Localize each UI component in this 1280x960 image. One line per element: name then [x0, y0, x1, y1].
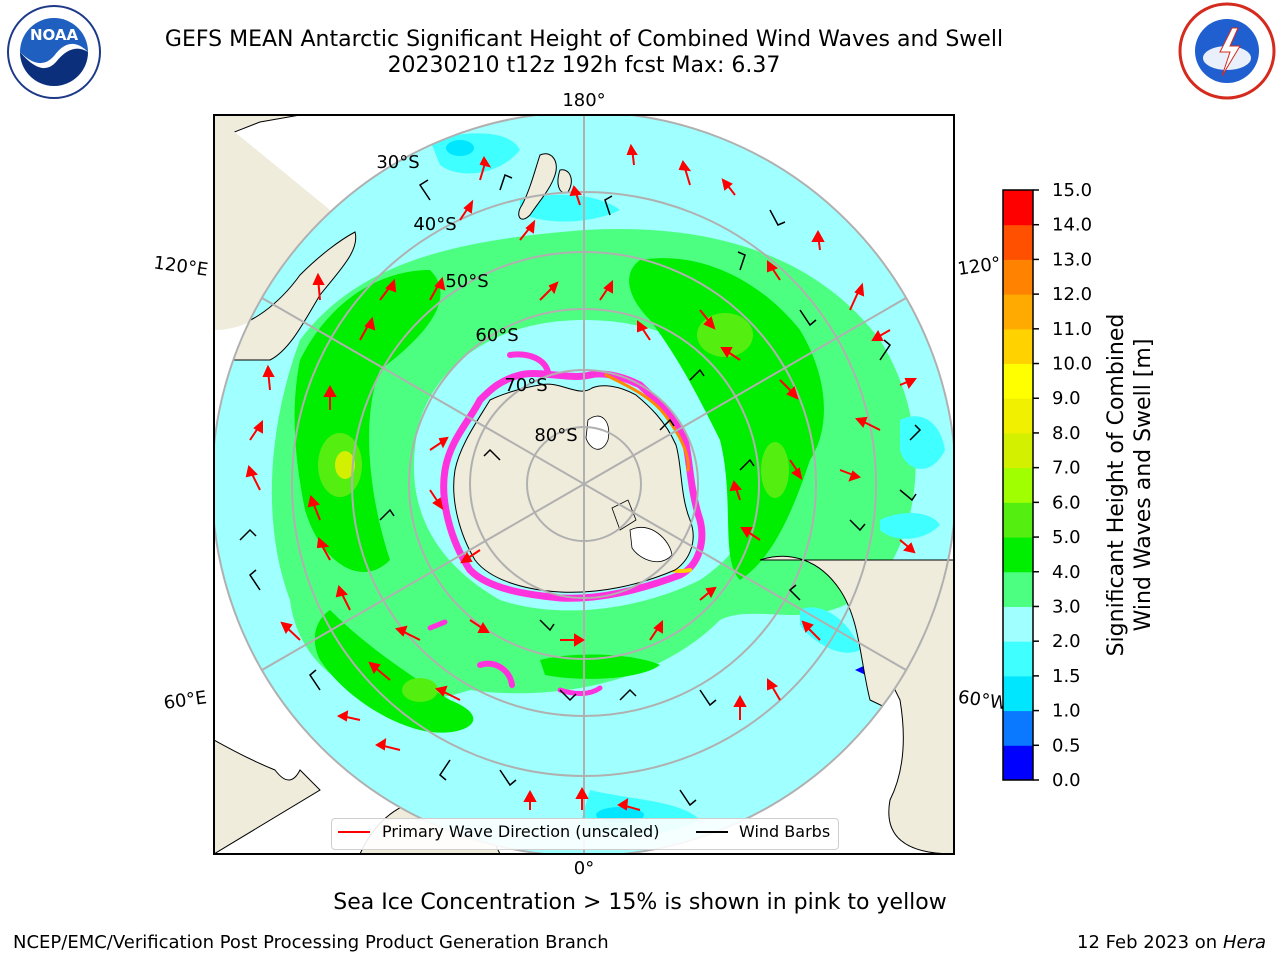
colorbar-segment: [1003, 710, 1033, 746]
lat-label-30s: 30°S: [376, 152, 419, 173]
noaa-logo: NOAA: [7, 5, 101, 99]
footer-branch: NCEP/EMC/Verification Post Processing Pr…: [13, 932, 609, 953]
colorbar-label-line1: Significant Height of Combined: [1104, 314, 1129, 657]
colorbar: 0.0 0.5 1.0 1.5 2.0 3.0 4.0 5.0 6.0 7.0 8.0 9.0 10.0…: [1002, 180, 1092, 791]
colorbar-segment: [1003, 190, 1033, 226]
colorbar-tick-label: 8.0: [1052, 423, 1081, 444]
colorbar-tick-label: 9.0: [1052, 388, 1081, 409]
colorbar-tick-label: 1.0: [1052, 701, 1081, 722]
legend: [331, 818, 839, 850]
lon-label-120e: 120°E: [152, 252, 209, 280]
map-frame: [213, 114, 955, 855]
legend-wind-label: Wind Barbs: [739, 822, 831, 841]
lon-label-180: 180°: [562, 90, 605, 111]
footer-machine: Hera: [1222, 932, 1266, 953]
colorbar-frame: [1002, 189, 1034, 781]
colorbar-tick-label: 6.0: [1052, 492, 1081, 513]
colorbar-segment: [1003, 259, 1033, 295]
wave-direction-arrows: [245, 143, 917, 811]
colorbar-tick-label: 4.0: [1052, 562, 1081, 583]
colorbar-segment: [1003, 571, 1033, 607]
colorbar-tick-label: 14.0: [1052, 215, 1092, 236]
lon-label-0: 0°: [574, 858, 594, 879]
lat-label-80s: 80°S: [534, 425, 577, 446]
colorbar-tick-label: 5.0: [1052, 527, 1081, 548]
footer-date: 12 Feb 2023 on Hera: [1077, 932, 1266, 953]
lat-label-70s: 70°S: [504, 375, 547, 396]
colorbar-segment: [1003, 675, 1033, 712]
lon-label-120w: 120°: [956, 253, 1002, 280]
colorbar-segment: [1003, 294, 1033, 330]
lat-label-50s: 50°S: [445, 271, 488, 292]
footer-date-text: 12 Feb 2023 on: [1077, 932, 1218, 953]
colorbar-segment: [1003, 502, 1033, 538]
lon-label-60w: 60°W: [957, 687, 1009, 715]
wind-barbs: [239, 173, 922, 807]
chart-subtitle: 20230210 t12z 192h fcst Max: 6.37: [387, 53, 781, 78]
colorbar-segment: [1003, 467, 1033, 503]
antarctica: [453, 383, 694, 593]
colorbar-tick-label: 10.0: [1052, 354, 1092, 375]
graticule: [214, 115, 954, 854]
lat-label-60s: 60°S: [475, 325, 518, 346]
colorbar-segment: [1003, 398, 1033, 434]
colorbar-segment: [1003, 328, 1033, 365]
colorbar-tick-label: 2.0: [1052, 631, 1081, 652]
colorbar-tick-label: 0.0: [1052, 770, 1081, 791]
legend-wave-label: Primary Wave Direction (unscaled): [382, 822, 660, 841]
sea-ice-note: Sea Ice Concentration > 15% is shown in …: [333, 890, 947, 915]
colorbar-tick-label: 11.0: [1052, 319, 1092, 340]
legend-wind-swatch: [696, 831, 728, 833]
colorbar-segment: [1003, 641, 1033, 677]
lon-label-60e: 60°E: [162, 687, 208, 714]
legend-wave-swatch: [338, 831, 370, 833]
nws-logo: [1178, 2, 1276, 100]
colorbar-tick-label: 7.0: [1052, 458, 1081, 479]
lat-label-40s: 40°S: [413, 214, 456, 235]
colorbar-tick-label: 1.5: [1052, 666, 1081, 687]
colorbar-segment: [1003, 363, 1033, 399]
colorbar-segment: [1003, 606, 1033, 642]
colorbar-tick-label: 13.0: [1052, 249, 1092, 270]
chart-title: GEFS MEAN Antarctic Significant Height o…: [164, 27, 1004, 52]
colorbar-segment: [1003, 224, 1033, 260]
colorbar-segment: [1003, 745, 1033, 781]
colorbar-tick-label: 3.0: [1052, 596, 1081, 617]
colorbar-segment: [1003, 537, 1033, 573]
noaa-logo-text: NOAA: [30, 26, 79, 44]
colorbar-segment: [1003, 432, 1033, 469]
colorbar-tick-label: 12.0: [1052, 284, 1092, 305]
colorbar-tick-label: 0.5: [1052, 735, 1081, 756]
colorbar-tick-label: 15.0: [1052, 180, 1092, 201]
colorbar-label-line2: Wind Waves and Swell [m]: [1131, 339, 1156, 632]
